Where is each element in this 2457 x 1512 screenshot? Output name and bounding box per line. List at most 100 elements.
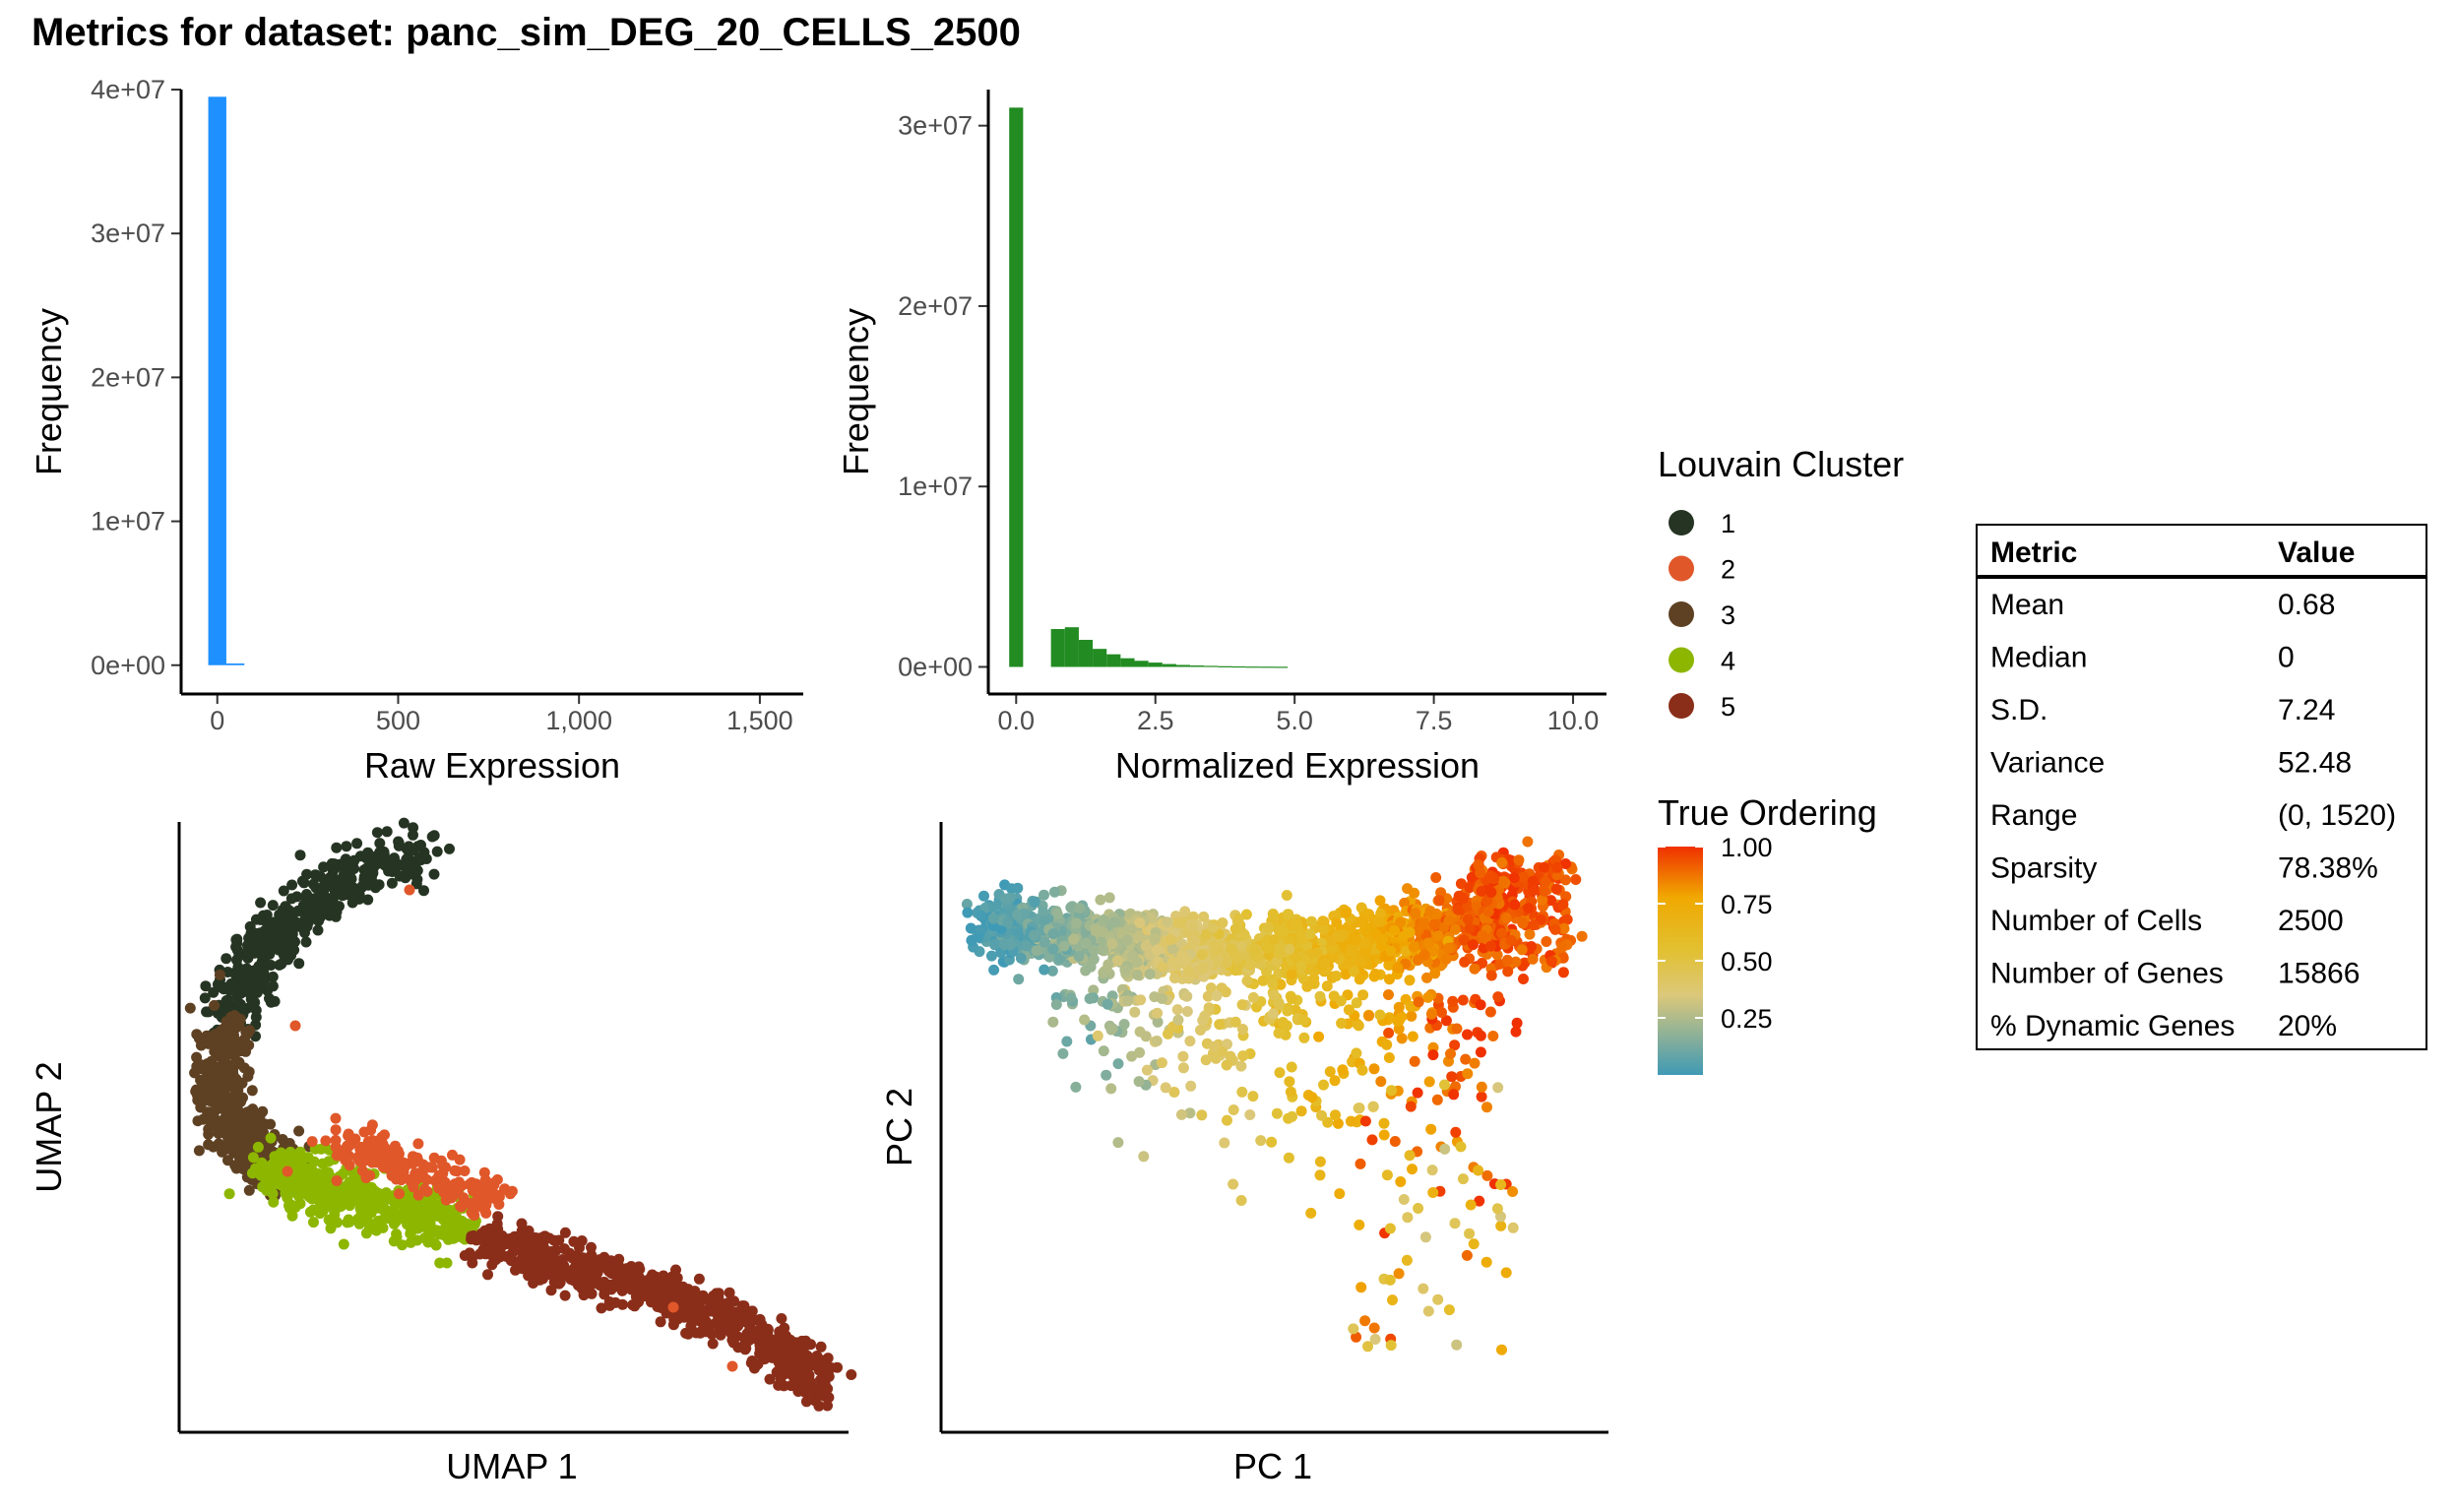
pca-point bbox=[1119, 964, 1131, 976]
pca-point bbox=[1330, 1109, 1341, 1121]
pca-point bbox=[1484, 1006, 1496, 1018]
pca-point bbox=[1448, 1089, 1460, 1101]
pca-point bbox=[1203, 1002, 1215, 1014]
umap-point-cluster-1 bbox=[398, 817, 410, 829]
norm-histogram-bar bbox=[1050, 629, 1065, 667]
pca-point bbox=[1491, 1203, 1503, 1215]
pca-point bbox=[1395, 1176, 1407, 1187]
umap-point-cluster-5 bbox=[732, 1320, 744, 1332]
norm-histogram-bar bbox=[1204, 665, 1219, 667]
table-cell-metric: Median bbox=[1990, 642, 2087, 674]
pca-point bbox=[1485, 940, 1496, 952]
umap-point-cluster-2 bbox=[379, 1158, 390, 1169]
umap-point-cluster-5 bbox=[721, 1303, 732, 1315]
pca-point bbox=[1398, 1194, 1410, 1205]
umap-x-axis-label: UMAP 1 bbox=[446, 1446, 577, 1486]
pca-point bbox=[1012, 882, 1024, 894]
umap-point-cluster-1 bbox=[426, 831, 438, 843]
umap-point-cluster-3 bbox=[190, 1086, 202, 1098]
pca-point bbox=[1313, 1031, 1325, 1042]
pca-point bbox=[1560, 874, 1571, 886]
pca-point bbox=[1507, 1222, 1519, 1233]
pca-point bbox=[1359, 938, 1371, 950]
pca-point bbox=[1080, 938, 1092, 949]
pca-point bbox=[1321, 980, 1333, 992]
pca-point bbox=[1084, 993, 1096, 1004]
pca-point bbox=[1314, 990, 1326, 1002]
pca-point bbox=[1340, 908, 1352, 919]
pca-point bbox=[1356, 1064, 1368, 1076]
umap-point-cluster-5 bbox=[802, 1359, 814, 1371]
pca-point bbox=[1383, 1027, 1395, 1039]
pca-point bbox=[1241, 975, 1253, 986]
pca-point bbox=[1095, 894, 1106, 906]
pca-point bbox=[1050, 999, 1062, 1010]
umap-point-cluster-2 bbox=[361, 1142, 373, 1153]
pca-point bbox=[1047, 928, 1059, 940]
pca-scatter: PC 1 PC 2 bbox=[879, 822, 1608, 1486]
umap-point-cluster-2 bbox=[320, 1135, 332, 1147]
umap-point-cluster-3 bbox=[238, 1153, 250, 1165]
pca-point bbox=[966, 934, 977, 946]
umap-point-cluster-1 bbox=[265, 937, 277, 949]
umap-point-cluster-1 bbox=[314, 888, 326, 900]
umap-point-cluster-4 bbox=[223, 1188, 235, 1200]
ordering-legend-title: True Ordering bbox=[1658, 792, 1877, 833]
pca-point bbox=[1122, 995, 1134, 1007]
table-cell-value: 20% bbox=[2278, 1010, 2337, 1042]
raw-x-tick-label: 0 bbox=[210, 706, 224, 735]
umap-point-cluster-5 bbox=[790, 1374, 802, 1386]
umap-point-cluster-2 bbox=[410, 1174, 421, 1186]
umap-point-cluster-5 bbox=[656, 1287, 667, 1298]
umap-point-cluster-5 bbox=[515, 1240, 527, 1251]
pca-point bbox=[1301, 980, 1313, 992]
pca-point bbox=[1222, 957, 1233, 969]
pca-point bbox=[1135, 994, 1147, 1006]
umap-point-cluster-1 bbox=[410, 878, 422, 890]
norm-y-tick-label: 0e+00 bbox=[898, 653, 973, 682]
umap-point-cluster-1 bbox=[412, 841, 424, 852]
pca-point bbox=[1402, 883, 1414, 895]
umap-point-cluster-5 bbox=[560, 1266, 572, 1278]
pca-point bbox=[1485, 887, 1497, 898]
pca-point bbox=[1475, 867, 1486, 879]
pca-point bbox=[1058, 940, 1070, 952]
norm-y-tick-label: 1e+07 bbox=[898, 472, 973, 501]
pca-point bbox=[1405, 1101, 1417, 1112]
pca-point bbox=[1000, 893, 1011, 905]
pca-point bbox=[1408, 941, 1419, 953]
umap-point-cluster-5 bbox=[459, 1250, 471, 1261]
pca-point bbox=[1518, 871, 1530, 883]
pca-point bbox=[1436, 1007, 1447, 1018]
umap-point-cluster-4 bbox=[342, 1217, 353, 1228]
umap-point-cluster-2 bbox=[726, 1360, 738, 1372]
table-cell-value: 0.68 bbox=[2278, 589, 2335, 621]
pca-point bbox=[1092, 1030, 1103, 1041]
pca-point bbox=[1550, 883, 1562, 895]
umap-point-cluster-3 bbox=[293, 1125, 305, 1137]
pca-point bbox=[1366, 1134, 1378, 1146]
umap-point-cluster-2 bbox=[370, 1149, 382, 1161]
umap-point-cluster-5 bbox=[689, 1286, 701, 1297]
umap-point-cluster-1 bbox=[199, 992, 211, 1004]
umap-point-cluster-3 bbox=[206, 1055, 218, 1067]
table-cell-metric: Number of Genes bbox=[1990, 958, 2224, 990]
umap-point-cluster-5 bbox=[586, 1241, 597, 1253]
norm-histogram-bar bbox=[1259, 666, 1274, 668]
umap-point-cluster-4 bbox=[388, 1203, 400, 1215]
umap-point-cluster-4 bbox=[382, 1213, 394, 1225]
pca-point bbox=[1318, 923, 1330, 935]
pca-point bbox=[1368, 1322, 1380, 1334]
umap-point-cluster-2 bbox=[446, 1182, 458, 1194]
umap-point-cluster-3 bbox=[210, 1029, 221, 1040]
pca-point bbox=[1396, 1033, 1408, 1044]
pca-point bbox=[1221, 1059, 1232, 1071]
pca-point bbox=[1106, 938, 1118, 950]
umap-point-cluster-5 bbox=[608, 1258, 620, 1270]
pca-point bbox=[1189, 935, 1201, 947]
umap-point-cluster-1 bbox=[374, 838, 386, 850]
pca-point bbox=[1374, 1009, 1386, 1021]
umap-point-cluster-5 bbox=[594, 1254, 605, 1266]
pca-point bbox=[1286, 969, 1297, 980]
umap-point-cluster-5 bbox=[559, 1290, 571, 1301]
